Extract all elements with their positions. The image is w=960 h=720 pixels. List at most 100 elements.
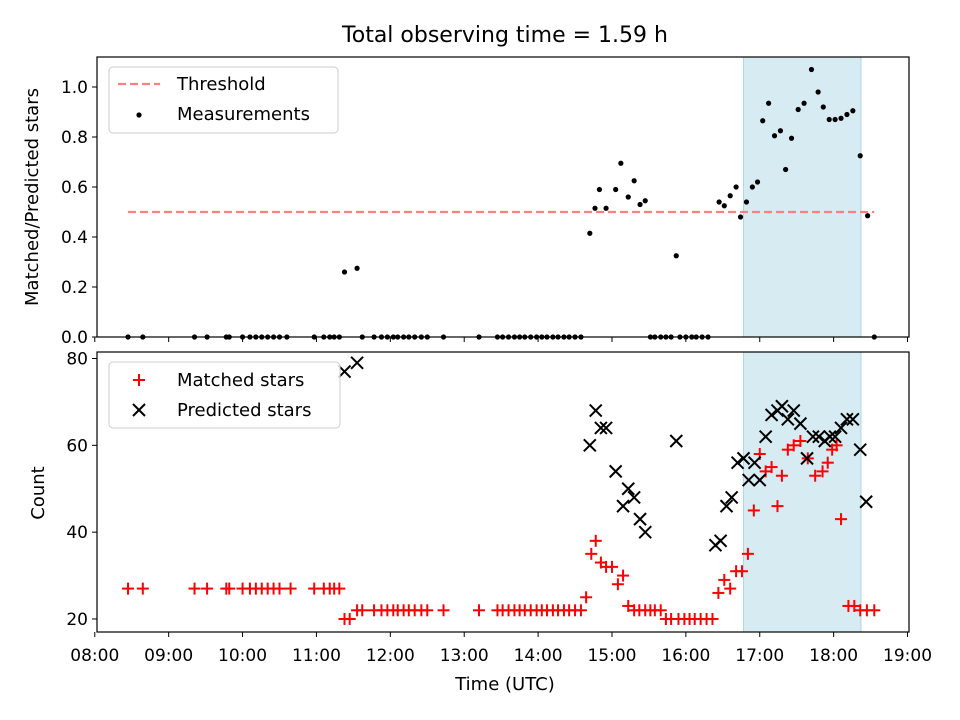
measurement-point	[838, 115, 844, 121]
y-tick-label: 1.0	[61, 78, 88, 98]
predicted-star-point	[758, 429, 773, 444]
matched-star-point	[574, 604, 587, 617]
predicted-star-point	[823, 429, 837, 444]
predicted-star-point	[350, 356, 364, 370]
measurement-point	[613, 186, 619, 193]
matched-star-point	[706, 612, 719, 625]
matched-star-point	[188, 582, 201, 595]
predicted-star-point	[608, 464, 623, 479]
predicted-star-point	[669, 434, 683, 448]
measurement-point	[777, 128, 784, 134]
measurement-point	[820, 104, 826, 110]
legend-measurements-swatch	[136, 112, 142, 118]
bottom-x-ticks: 08:00 09:00 10:00 11:00 12:00 13:00 14:00 15:00…	[70, 632, 932, 666]
x-tick-label: 10:00	[218, 646, 267, 666]
ratio-panel: 0.0 0.2 0.4 0.6 0.8 1.0 Matched/Predicted sta…	[22, 56, 910, 348]
matched-star-point	[809, 469, 822, 482]
matched-star-point	[343, 612, 356, 625]
predicted-star-point	[859, 495, 873, 509]
x-tick-label: 11:00	[292, 646, 341, 666]
y-tick-label: 60	[66, 436, 88, 456]
y-tick-label: 0.0	[61, 328, 88, 348]
matched-star-point	[617, 569, 630, 582]
bottom-legend-frame	[108, 361, 341, 429]
predicted-star-point	[764, 408, 779, 422]
predicted-star-point	[793, 416, 808, 431]
matched-star-point	[273, 582, 286, 595]
y-tick-label: 20	[66, 610, 88, 630]
x-tick-label: 09:00	[144, 646, 193, 666]
matched-star-point	[816, 465, 829, 478]
top-legend-frame	[108, 66, 339, 134]
top-y-ticks: 0.0 0.2 0.4 0.6 0.8 1.0	[61, 78, 97, 348]
matched-star-point	[223, 582, 236, 595]
matched-star-point	[741, 547, 754, 560]
observing-window-band	[742, 56, 862, 338]
y-tick-label: 40	[66, 523, 88, 543]
matched-star-point	[736, 565, 749, 578]
measurement-point	[760, 118, 766, 124]
measurement-point	[783, 166, 789, 173]
x-tick-label: 13:00	[440, 646, 489, 666]
predicted-star-point	[599, 421, 613, 435]
bottom-legend: Matched stars Predicted stars	[108, 361, 341, 429]
measurement-point	[341, 269, 348, 275]
measurement-point	[737, 214, 744, 220]
measurement-point	[865, 213, 871, 219]
matched-star-point	[718, 573, 731, 586]
x-tick-label: 16:00	[661, 646, 710, 666]
predicted-star-point	[753, 473, 767, 487]
matched-star-point	[724, 582, 737, 595]
measurement-point	[749, 184, 755, 190]
predicted-star-point	[627, 490, 641, 505]
y-tick-label: 80	[66, 350, 88, 370]
x-tick-label: 18:00	[809, 646, 858, 666]
measurement-point	[673, 253, 679, 259]
predicted-star-point	[724, 490, 739, 505]
legend-predicted-label: Predicted stars	[177, 400, 311, 421]
predicted-star-point	[840, 412, 854, 426]
bottom-shaded-band	[742, 351, 862, 633]
measurement-point	[826, 116, 832, 123]
top-axes-frame	[96, 56, 910, 338]
count-panel: 20 40 60 80 08:00 09:00 10:00 11:00 12:00 13:00 1…	[28, 350, 932, 695]
matched-star-point	[122, 582, 135, 595]
predicted-star-point	[633, 512, 647, 526]
predicted-star-point	[337, 364, 352, 379]
predicted-star-point	[775, 399, 789, 413]
measurement-point	[844, 111, 850, 118]
observing-window-band	[742, 351, 862, 633]
matched-star-point	[580, 591, 593, 604]
measurement-point	[801, 100, 807, 106]
measurement-point	[795, 106, 801, 113]
measurement-point	[733, 184, 739, 190]
predicted-star-point	[719, 499, 734, 513]
matched-star-point	[356, 604, 369, 617]
predicted-star-point	[806, 429, 820, 444]
top-legend: Threshold Measurements	[108, 66, 339, 134]
predicted-star-point	[812, 429, 826, 444]
x-tick-label: 19:00	[883, 646, 932, 666]
predicted-star-point	[589, 403, 603, 418]
measurement-point	[721, 203, 727, 209]
legend-measurements-label: Measurements	[177, 104, 310, 125]
measurement-point	[857, 153, 863, 159]
measurement-point	[766, 100, 772, 106]
top-x-ticks	[94, 337, 909, 342]
measurement-point	[754, 179, 761, 185]
measurement-point	[587, 230, 593, 236]
x-tick-label: 17:00	[735, 646, 784, 666]
measurement-point	[618, 160, 624, 166]
matched-star-point	[830, 439, 843, 452]
predicted-star-point	[846, 412, 860, 426]
x-tick-label: 12:00	[366, 646, 415, 666]
matched-star-point	[868, 604, 881, 617]
legend-threshold-label: Threshold	[176, 74, 266, 95]
x-tick-label: 14:00	[514, 646, 563, 666]
predicted-points	[337, 356, 873, 552]
y-tick-label: 0.8	[61, 128, 88, 148]
predicted-star-point	[730, 455, 745, 470]
measurement-point	[592, 205, 598, 211]
predicted-star-point	[853, 442, 867, 457]
matched-star-point	[787, 439, 800, 452]
